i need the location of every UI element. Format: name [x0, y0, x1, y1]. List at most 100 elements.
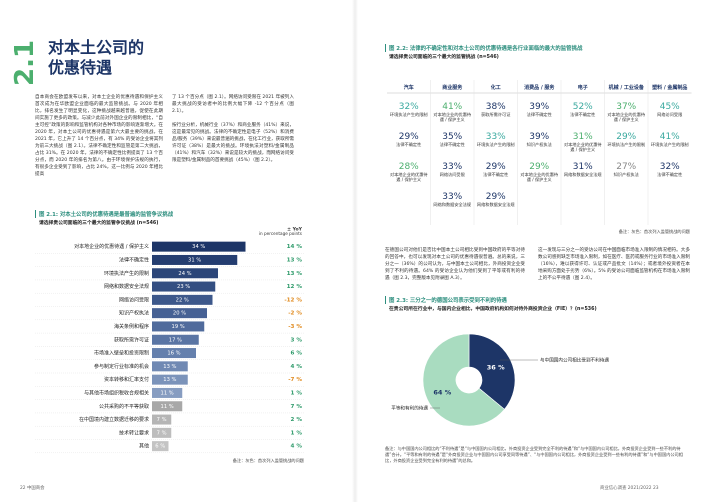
bar-label: 网络访问受限	[119, 296, 149, 303]
cell-value: 28%	[398, 162, 419, 172]
column-header: 电子	[577, 85, 588, 91]
spine	[352, 0, 358, 502]
paragraph: 了 13 个百分点（图 2.1）。网络访问受限在 2021 年被列入最大挑战的受…	[172, 95, 294, 114]
change-value: 12 %	[287, 284, 303, 290]
change-value: -7 %	[288, 377, 302, 383]
bar	[152, 414, 172, 425]
bar-label: 法律不确定性	[119, 256, 149, 263]
figure-note: 备注：与中国国内公司相比的“不利待遇”是“与中国国内公司相比，外商投资企业受到完…	[385, 446, 683, 463]
table-cell: 35% 法律不确定性	[433, 132, 473, 147]
bar	[152, 294, 213, 305]
table-cell: 29% 环境执法产生的限制	[607, 132, 647, 147]
bar-label: 知识产权执法	[119, 310, 149, 317]
cell-value: 33%	[485, 132, 506, 142]
table-cell: 45% 网络访问受限	[650, 102, 690, 117]
cell-value: 29%	[485, 162, 506, 172]
bar	[152, 374, 188, 385]
bar	[152, 268, 218, 279]
bar	[152, 308, 207, 319]
cell-label: 环境执法产生的限制	[389, 112, 428, 117]
cell-value: 29%	[616, 132, 637, 142]
table-cell: 33% 网络访问受限	[433, 162, 473, 177]
cell-label: 网络访问受限	[439, 172, 465, 177]
bar-label: 市场准入壁垒和投资限制	[94, 350, 149, 357]
change-value: 1 %	[291, 430, 303, 436]
bar-label: 参与制定行业标准的机会	[94, 363, 149, 370]
table-cell: 29% 对本地企业的优惠待遇 / 保护主义	[520, 162, 560, 183]
figure-title: 图 2.1: 对本土公司的优惠待遇是最普遍的监管争议挑战	[35, 210, 309, 218]
figure-note: 备注：灰色：首次列入监管挑战的问题	[232, 458, 304, 463]
cell-value: 29%	[485, 192, 506, 202]
cell-label: 对本地企业的优惠待遇 / 保护主义	[433, 112, 472, 123]
change-value: 6 %	[291, 351, 303, 357]
body-text: 在德国公司对他们是否比中国本土公司相比受到中国政府的平等对待的回答中，也可以发现…	[385, 248, 525, 281]
table-cell: 41% 环境执法产生的限制	[650, 132, 690, 147]
slice-label: 64 %	[433, 389, 451, 397]
cell-value: 41%	[442, 102, 463, 112]
column-header: 化工	[490, 85, 501, 91]
change-value: -12 %	[284, 297, 302, 303]
bar-label: 获取所需许可证	[114, 336, 149, 343]
bar-value: 13 %	[163, 377, 176, 383]
title-line: 对本土公司的	[48, 38, 145, 57]
cell-value: 29%	[398, 132, 419, 142]
bar-label: 与其他市场组织税收合规相关	[84, 389, 149, 396]
change-value: 4 %	[291, 364, 303, 370]
bar-value: 11 %	[161, 390, 174, 396]
cell-value: 33%	[442, 162, 463, 172]
cell-value: 33%	[442, 192, 463, 202]
figure-subtitle: 请选择贵公司面临的三个最大的监管挑战 (n=546)	[389, 55, 499, 60]
table-cell: 52% 法律不确定性	[563, 102, 603, 117]
bar	[152, 361, 188, 372]
bar	[152, 321, 205, 332]
bar-label: 技术转让要求	[119, 429, 149, 436]
bar-label: 其他	[139, 443, 149, 450]
change-header: in percentage points	[259, 231, 302, 236]
change-value: -3 %	[288, 324, 302, 330]
bar	[152, 281, 216, 292]
bar	[152, 254, 238, 265]
bar-value: 20 %	[173, 311, 186, 317]
cell-label: 环境执法产生的限制	[607, 142, 646, 147]
bar-label: 对本地企业的优惠待遇 / 保护主义	[74, 243, 149, 250]
table-cell: 29% 法律不确定性	[476, 162, 516, 177]
column-header: 塑料 / 金属制品	[652, 85, 688, 91]
bar-value: 6 %	[155, 444, 165, 450]
cell-value: 37%	[616, 102, 637, 112]
bar-value: 23 %	[177, 284, 190, 290]
cell-label: 获取所需许可证	[481, 112, 511, 117]
table-cell: 39% 法律不确定性	[520, 102, 560, 117]
change-value: 3 %	[291, 337, 303, 343]
cell-value: 31%	[572, 162, 593, 172]
cell-label: 法律不确定性	[396, 142, 422, 147]
bar-value: 17 %	[169, 337, 182, 343]
cell-label: 网络和数据安全法规	[563, 172, 602, 177]
change-value: 4 %	[291, 444, 303, 450]
cell-label: 知识产权执法	[613, 172, 639, 177]
pie-slice	[422, 333, 505, 427]
figure-subtitle: 请选择贵公司面临的三个最大的监管争议挑战 (n=546)	[39, 221, 159, 226]
cell-value: 32%	[659, 162, 680, 172]
table-cell: 32% 环境执法产生的限制	[389, 102, 429, 117]
column-header: 消费品 / 服务	[524, 85, 555, 91]
change-value: 7 %	[291, 404, 303, 410]
figure-title: 图 2.3: 三分之一的德国公司表示受到不利的待遇	[385, 296, 689, 304]
cell-value: 35%	[442, 132, 463, 142]
cell-value: 52%	[572, 102, 593, 112]
bar-value: 11 %	[161, 404, 174, 410]
page-footer: 商业信心调查 2021/2022 23	[600, 486, 659, 491]
bar-value: 7 %	[157, 417, 167, 423]
cell-value: 27%	[616, 162, 637, 172]
bar-label: 资本转移和汇率支付	[104, 376, 149, 383]
section-title: 对本土公司的 优惠待遇	[48, 38, 144, 78]
bar-label: 公共采购的不平等获取	[99, 403, 149, 410]
bar-value: 34 %	[192, 244, 205, 250]
cell-value: 39%	[529, 132, 550, 142]
bar	[152, 427, 172, 438]
figure-subtitle: 在贵公司所在行业中，与国内企业相比，中国政府机构如何对待外商投资企业（FIE）？…	[389, 307, 597, 312]
cell-label: 网络访问受限	[657, 112, 683, 117]
column-header: 汽车	[403, 85, 414, 91]
page-footer: 22 中国商会	[20, 486, 45, 491]
table-cell: 32% 法律不确定性	[650, 162, 690, 177]
